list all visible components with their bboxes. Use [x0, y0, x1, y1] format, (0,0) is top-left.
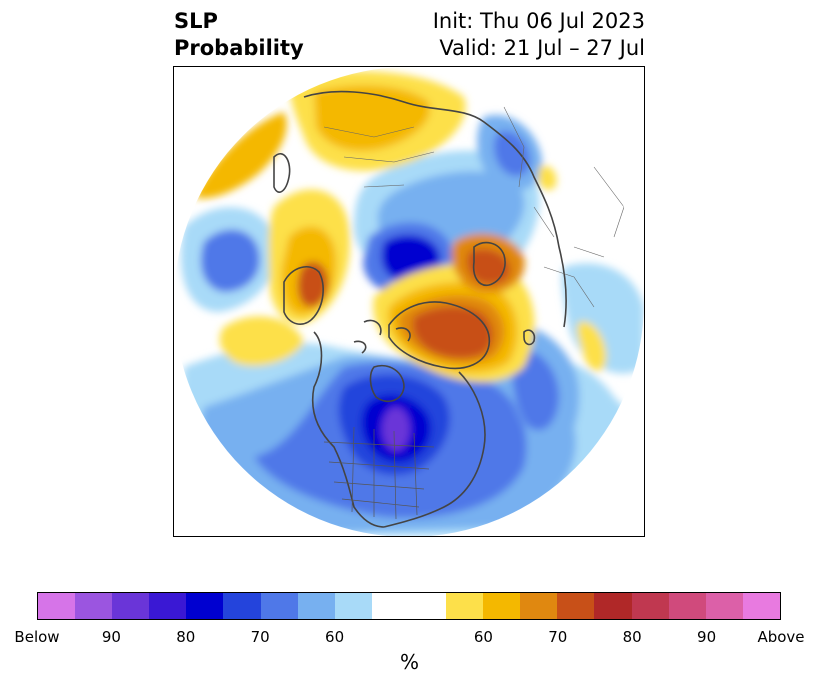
title-quantity: Probability	[174, 36, 304, 60]
colorbar-segment	[297, 593, 335, 619]
coast-kamchatka	[273, 153, 291, 193]
colorbar-tick-label: 80	[622, 628, 642, 646]
country-borders	[323, 106, 625, 308]
above-region-europe-south	[577, 321, 607, 372]
coast-canada-archipelago	[353, 319, 411, 354]
colorbar-segment	[38, 593, 76, 619]
map-panel	[173, 66, 645, 537]
colorbar-segment	[668, 593, 706, 619]
below-region-siberia-east-core	[494, 131, 531, 177]
colorbar-tick-label: 70	[548, 628, 568, 646]
state-boundaries	[323, 426, 435, 520]
colorbar-tick-label: 80	[176, 628, 196, 646]
colorbar-ticks: Below 90 80 70 60 60 70 80 90 Above	[14, 628, 804, 648]
colorbar-segment	[112, 593, 150, 619]
colorbar-segment	[446, 593, 484, 619]
coast-eurasia	[303, 90, 567, 328]
colorbar-segment	[371, 593, 447, 619]
valid-range: Valid: 21 Jul – 27 Jul	[439, 36, 645, 60]
colorbar-segment	[557, 593, 595, 619]
colorbar-segment	[705, 593, 743, 619]
colorbar-segment	[483, 593, 521, 619]
coast-scandinavia	[472, 241, 506, 286]
coast-japan	[243, 104, 257, 127]
coast-greenland	[388, 301, 491, 370]
colorbar-tick-label: 70	[250, 628, 270, 646]
colorbar-segment	[742, 593, 780, 619]
colorbar-segment	[186, 593, 224, 619]
coast-alaska	[283, 266, 324, 325]
above-region-barents-core	[467, 249, 511, 285]
colorbar-tick-label: 60	[473, 628, 493, 646]
coast-north-america	[311, 331, 486, 528]
colorbar-tick-label: 60	[325, 628, 345, 646]
colorbar-segment	[260, 593, 298, 619]
below-region-pacific-core	[200, 229, 260, 292]
above-region-greenland-80	[412, 306, 493, 359]
below-region-na-core	[382, 407, 410, 451]
polar-map	[174, 67, 644, 536]
init-date: Init: Thu 06 Jul 2023	[432, 9, 645, 33]
colorbar-segment	[520, 593, 558, 619]
colorbar-segment	[594, 593, 632, 619]
colorbar-segment	[149, 593, 187, 619]
map-title: SLP Probability	[174, 8, 304, 62]
colorbar-segment	[334, 593, 372, 619]
colorbar-segment	[631, 593, 669, 619]
colorbar-segment	[75, 593, 113, 619]
colorbar-label: %	[399, 650, 419, 674]
coast-hudson-bay	[369, 365, 405, 403]
above-region-pacific-ne	[194, 112, 287, 199]
colorbar-segment	[223, 593, 261, 619]
colorbar-tick-label: Below	[14, 628, 60, 646]
coast-british-isles	[523, 329, 536, 346]
coastlines	[243, 90, 567, 528]
below-region-atlantic-core	[512, 349, 559, 431]
map-dates: Init: Thu 06 Jul 2023 Valid: 21 Jul – 27…	[433, 8, 645, 62]
colorbar-tick-label: 90	[101, 628, 121, 646]
title-variable: SLP	[174, 9, 218, 33]
colorbar-tick-label: 90	[697, 628, 717, 646]
above-region-canada-west	[219, 316, 304, 366]
colorbar-tick-label: Above	[757, 628, 805, 646]
colorbar	[37, 592, 781, 620]
above-region-mideast	[538, 165, 557, 191]
above-region-alaska-core	[297, 261, 329, 307]
